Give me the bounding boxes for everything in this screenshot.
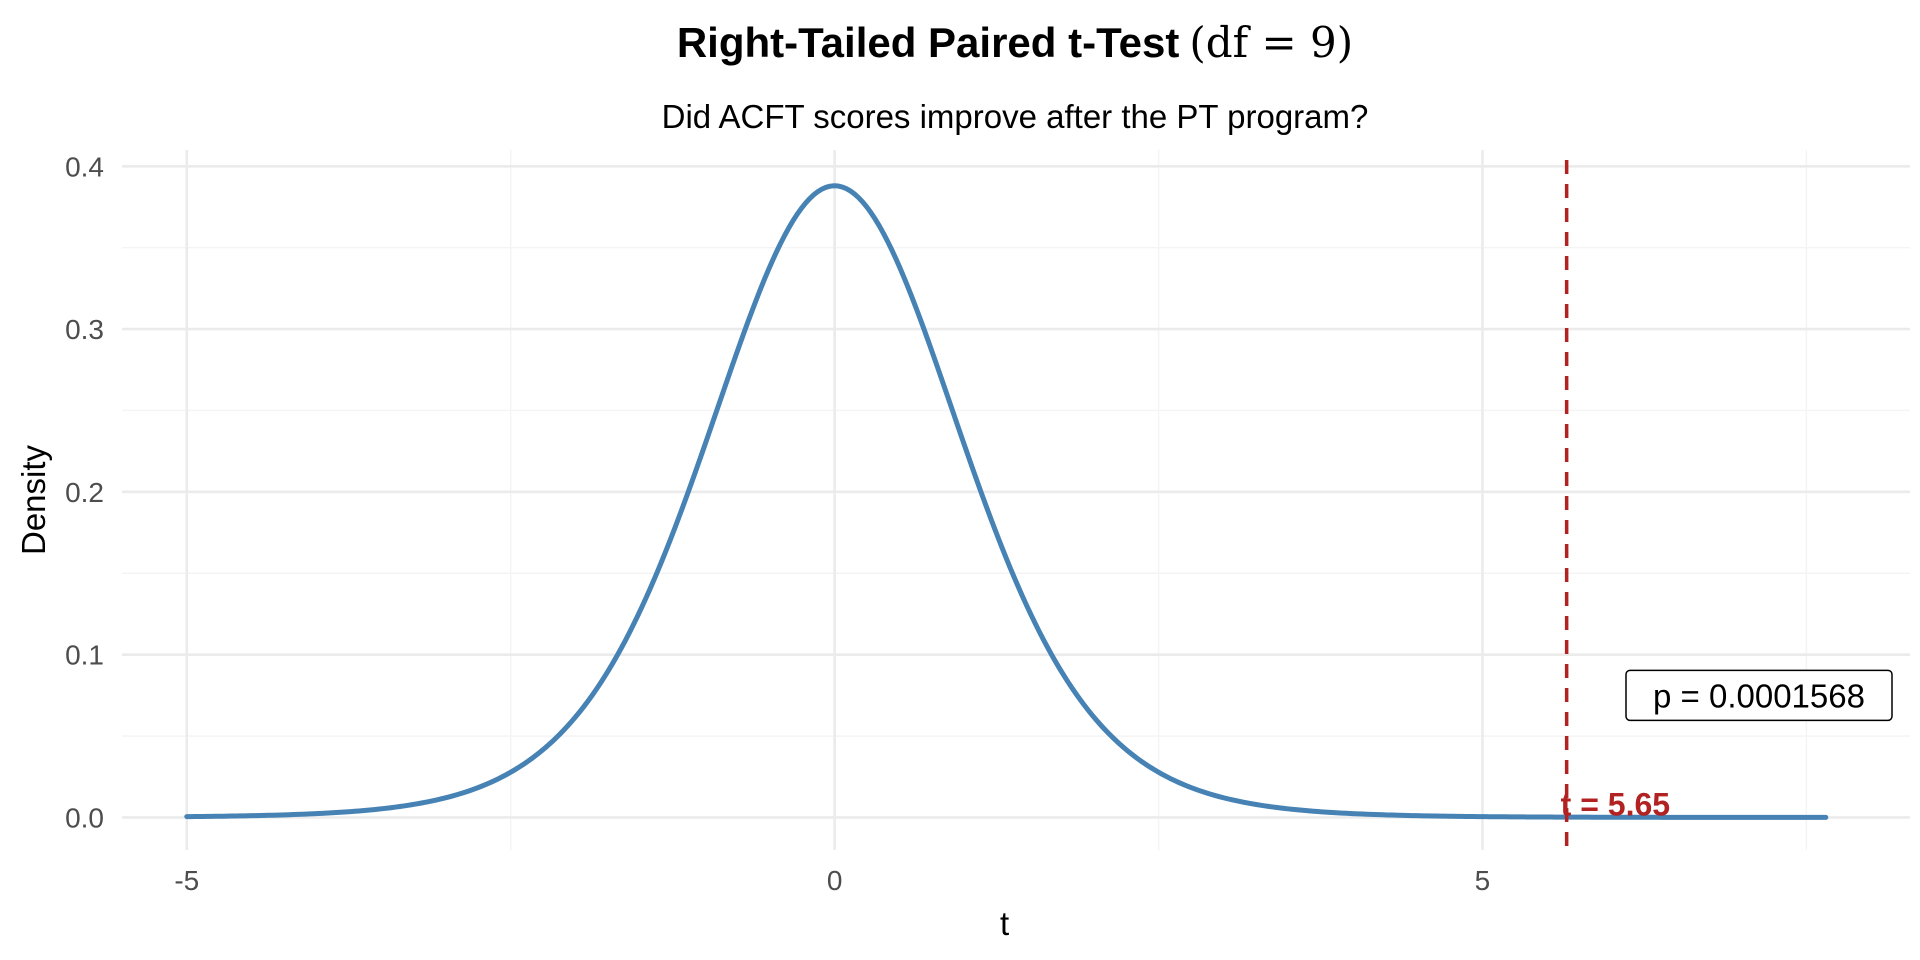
x-tick-label: 5 bbox=[1475, 865, 1491, 896]
y-tick-label: 0.0 bbox=[65, 802, 104, 833]
chart-title-math: (df = 9) bbox=[1189, 18, 1353, 67]
p-value-box bbox=[1625, 669, 1893, 722]
chart-title: Right-Tailed Paired t-Test (df = 9) bbox=[677, 18, 1353, 67]
marks-layer bbox=[184, 160, 1829, 850]
grid-layer bbox=[122, 150, 1910, 850]
t-density-curve bbox=[184, 183, 1829, 820]
x-tick-label: 0 bbox=[827, 865, 843, 896]
y-axis-title: Density bbox=[15, 444, 52, 555]
chart-title-text: Right-Tailed Paired t-Test bbox=[677, 19, 1179, 66]
labels-layer: t = 5.65 p = 0.0001568 -5 0 5 0.0 0.1 0.2 0.3 0.4… bbox=[15, 18, 1893, 942]
chart-subtitle: Did ACFT scores improve after the PT pro… bbox=[662, 98, 1369, 135]
y-tick-label: 0.1 bbox=[65, 640, 104, 671]
x-tick-label: -5 bbox=[174, 865, 199, 896]
x-axis-title: t bbox=[1000, 905, 1009, 942]
t-statistic-label: t = 5.65 bbox=[1561, 786, 1670, 822]
y-tick-label: 0.4 bbox=[65, 151, 104, 182]
y-tick-label: 0.2 bbox=[65, 477, 104, 508]
p-value-label: p = 0.0001568 bbox=[1653, 677, 1865, 714]
y-tick-label: 0.3 bbox=[65, 314, 104, 345]
